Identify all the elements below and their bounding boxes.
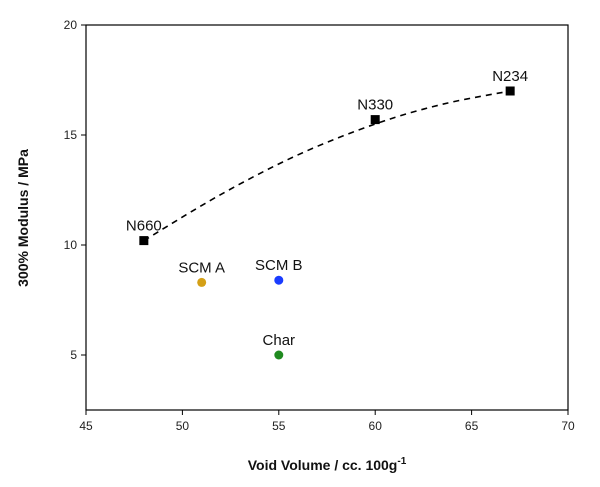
x-tick-label: 50 (176, 419, 190, 433)
point-n660 (139, 236, 149, 246)
x-tick-label: 65 (465, 419, 479, 433)
y-tick-label: 15 (64, 128, 78, 142)
x-tick-label: 60 (369, 419, 383, 433)
point-scm-b (274, 275, 284, 285)
point-label-scm-b: SCM B (255, 257, 303, 274)
x-tick-label: 70 (561, 419, 575, 433)
x-axis-title: Void Volume / cc. 100g-1 (248, 456, 407, 473)
axis-ticks: 45 50 55 60 65 70 5 10 15 20 (64, 18, 575, 433)
trend-line (143, 90, 511, 242)
point-n330 (370, 115, 380, 125)
point-scm-a (197, 277, 207, 287)
point-label-scm-a: SCM A (178, 259, 225, 276)
y-tick-label: 20 (64, 18, 78, 32)
y-tick-label: 10 (64, 238, 78, 252)
point-n234 (505, 86, 515, 96)
x-axis-title-superscript: -1 (397, 456, 406, 467)
point-label-char: Char (263, 332, 296, 349)
point-label-n660: N660 (126, 218, 162, 235)
point-char (274, 350, 284, 360)
point-label-n234: N234 (492, 68, 528, 85)
x-tick-label: 45 (79, 419, 93, 433)
point-label-n330: N330 (357, 97, 393, 114)
y-tick-label: 5 (70, 348, 77, 362)
plot-frame (85, 24, 569, 411)
y-axis-title: 300% Modulus / MPa (15, 149, 31, 287)
data-points: N660 N330 N234 SCM A SCM B Char (126, 68, 528, 360)
x-tick-label: 55 (272, 419, 286, 433)
